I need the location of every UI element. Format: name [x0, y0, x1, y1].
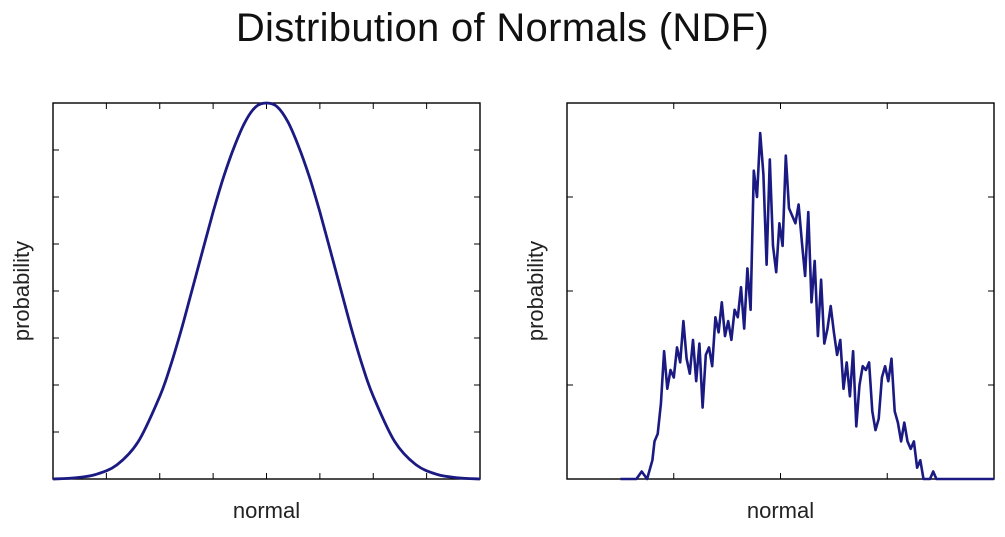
chart-right-series-line — [620, 131, 994, 481]
chart-left-ylabel: probability — [9, 241, 34, 341]
page-title: Distribution of Normals (NDF) — [235, 6, 770, 50]
chart-left-series-line — [52, 101, 481, 481]
chart-left-frame — [52, 102, 481, 480]
chart-right-ticks — [567, 103, 994, 479]
chart-right-ylabel: probability — [523, 241, 548, 341]
chart-left-xlabel: normal — [233, 498, 300, 523]
chart-right: normal probability — [523, 102, 995, 523]
chart-left-ticks — [53, 103, 480, 479]
chart-right-xlabel: normal — [747, 498, 814, 523]
chart-right-frame — [566, 102, 995, 480]
chart-left: normal probability — [9, 101, 481, 523]
